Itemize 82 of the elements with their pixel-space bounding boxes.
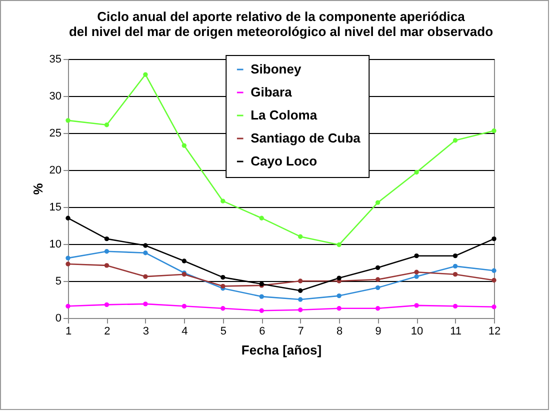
x-tick-label: 4 [182, 326, 188, 338]
point [298, 278, 303, 284]
x-tick-label: 2 [104, 326, 110, 338]
y-tick-label: 20 [49, 164, 62, 176]
point [66, 216, 70, 220]
point [220, 274, 226, 280]
point [143, 274, 148, 279]
chart-title: Ciclo anual del aporte relativo de la componente aperiódica del nivel del mar de origen meteorológico al nivel del mar observado [68, 9, 494, 39]
point [452, 304, 458, 308]
point [182, 304, 187, 308]
point [375, 277, 380, 282]
y-tick-label: 25 [49, 128, 62, 140]
point [182, 258, 187, 264]
point [66, 262, 70, 266]
point [492, 304, 496, 310]
legend-label: La Coloma [250, 108, 318, 122]
point [66, 256, 70, 260]
point [336, 276, 342, 280]
point [336, 293, 342, 298]
legend-label: Gibara [250, 84, 293, 100]
point [298, 234, 303, 239]
point [182, 143, 187, 148]
point [414, 270, 419, 274]
x-tick-label: 9 [375, 326, 382, 338]
point [375, 306, 380, 311]
point [452, 138, 458, 143]
point [375, 285, 380, 290]
point [220, 284, 226, 289]
point [336, 242, 342, 248]
x-tick-label: 1 [65, 326, 72, 338]
legend-label: Cayo Loco [250, 154, 318, 168]
point [298, 308, 303, 312]
point [414, 274, 419, 279]
x-tick-label: 11 [450, 326, 462, 338]
point [259, 294, 264, 299]
y-tick-label: 5 [55, 276, 62, 288]
y-tick-label: 15 [49, 202, 62, 214]
point [492, 278, 496, 283]
y-tick-label: 30 [49, 90, 62, 102]
x-tick-label: 7 [298, 326, 304, 338]
point [143, 302, 148, 306]
y-tick-label: 0 [55, 312, 62, 324]
point [66, 304, 70, 308]
x-tick-label: 5 [220, 326, 226, 338]
point [66, 118, 70, 123]
point [104, 236, 110, 242]
point [375, 200, 380, 205]
point [220, 306, 226, 311]
point [492, 128, 496, 134]
point [375, 265, 380, 270]
point [143, 250, 148, 256]
point [104, 263, 110, 268]
point [492, 236, 496, 242]
point [492, 268, 496, 273]
point [259, 216, 264, 220]
point [298, 297, 303, 302]
x-tick-label: 3 [142, 326, 150, 338]
point [259, 308, 264, 313]
legend-label: Siboney [250, 62, 302, 76]
point [336, 306, 342, 311]
point [452, 264, 458, 269]
y-axis-title: % [30, 182, 46, 195]
y-tick-label: 35 [49, 54, 62, 66]
x-axis-title: Fecha [años] [241, 342, 322, 358]
point [452, 272, 458, 277]
point [143, 243, 148, 248]
point [220, 198, 226, 204]
point [414, 254, 419, 258]
legend-label: Santiago de Cuba [250, 130, 362, 146]
point [452, 254, 458, 258]
y-tick-label: 10 [49, 238, 62, 250]
x-tick-label: 8 [336, 326, 343, 338]
x-tick-label: 12 [488, 326, 501, 338]
point [298, 288, 303, 293]
x-tick-label: 6 [259, 326, 266, 338]
point [414, 170, 419, 175]
point [104, 302, 110, 308]
point [104, 122, 110, 128]
point [143, 72, 148, 77]
point [414, 303, 419, 308]
x-tick-label: 10 [410, 326, 424, 338]
point [104, 249, 110, 254]
